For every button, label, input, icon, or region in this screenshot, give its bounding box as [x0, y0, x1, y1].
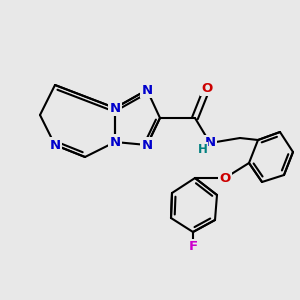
Text: N: N: [50, 139, 61, 152]
Text: O: O: [219, 172, 231, 184]
Text: O: O: [201, 82, 213, 94]
Text: F: F: [188, 241, 198, 254]
Text: N: N: [141, 139, 153, 152]
Text: N: N: [141, 83, 153, 97]
Text: N: N: [110, 136, 121, 148]
Text: H: H: [198, 143, 207, 156]
Text: N: N: [204, 136, 216, 149]
Text: N: N: [110, 101, 121, 115]
